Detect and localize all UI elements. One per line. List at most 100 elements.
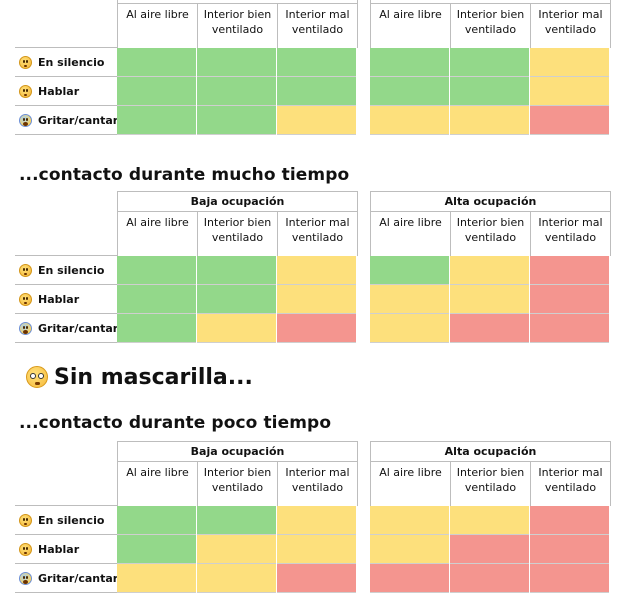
talking-face-icon	[19, 84, 32, 98]
risk-cell-yellow	[370, 506, 449, 535]
risk-cell-yellow	[530, 48, 609, 77]
table-row: Gritar/cantar	[15, 106, 615, 135]
row-label: Hablar	[15, 285, 117, 314]
risk-cell-red	[450, 564, 529, 593]
risk-cell-red	[530, 535, 609, 564]
risk-cell-yellow	[450, 506, 529, 535]
risk-cell-yellow	[370, 535, 449, 564]
row-label: En silencio	[15, 256, 117, 285]
risk-cell-yellow	[277, 506, 356, 535]
risk-cell-green	[117, 506, 196, 535]
risk-cell-red	[530, 506, 609, 535]
risk-table-section-1: Baja ocupación Al aire libre Interior bien…	[0, 0, 630, 135]
screaming-face-icon	[19, 113, 32, 127]
section-heading-long-contact: ...contacto durante mucho tiempo	[19, 165, 350, 185]
row-label-text: Gritar/cantar	[38, 571, 119, 585]
risk-cell-yellow	[370, 285, 449, 314]
risk-cell-yellow	[197, 535, 276, 564]
risk-cell-green	[277, 48, 356, 77]
risk-cell-yellow	[450, 106, 529, 135]
column-group-title: Baja ocupación	[118, 192, 357, 212]
risk-cell-green	[370, 77, 449, 106]
row-label: Hablar	[15, 77, 117, 106]
risk-cell-yellow	[197, 314, 276, 343]
risk-table-section-2: Baja ocupación Al aire libre Interior bien…	[0, 191, 630, 343]
risk-cell-green	[117, 535, 196, 564]
risk-cell-yellow	[370, 314, 449, 343]
column-group-title: Alta ocupación	[371, 192, 610, 212]
risk-cell-green	[450, 48, 529, 77]
column-group-title: Alta ocupación	[371, 0, 610, 4]
table-row: En silencio	[15, 256, 615, 285]
risk-cell-red	[450, 535, 529, 564]
big-heading: Sin mascarilla...	[26, 362, 253, 392]
risk-cell-red	[530, 314, 609, 343]
column-header: Interior bien ventilado	[450, 212, 530, 257]
column-header: Al aire libre	[379, 466, 442, 479]
risk-cell-yellow	[530, 77, 609, 106]
risk-cell-green	[117, 285, 196, 314]
risk-cell-green	[197, 106, 276, 135]
risk-table-section-3: Baja ocupación Al aire libre Interior bien…	[0, 441, 630, 593]
risk-cell-green	[197, 256, 276, 285]
column-header: Interior mal ventilado	[530, 212, 610, 257]
risk-cell-red	[370, 564, 449, 593]
risk-cell-green	[117, 256, 196, 285]
risk-cell-green	[117, 77, 196, 106]
risk-cell-yellow	[117, 564, 196, 593]
column-header: Interior mal ventilado	[277, 4, 357, 49]
risk-cell-green	[450, 77, 529, 106]
table-row: Hablar	[15, 77, 615, 106]
row-label: Hablar	[15, 535, 117, 564]
risk-cell-red	[530, 106, 609, 135]
neutral-face-icon	[19, 263, 32, 277]
risk-cell-red	[530, 285, 609, 314]
row-label: Gritar/cantar	[15, 564, 119, 593]
column-header: Interior bien ventilado	[197, 4, 277, 49]
row-label-text: Hablar	[38, 84, 80, 98]
column-header: Interior mal ventilado	[277, 462, 357, 507]
risk-cell-red	[450, 314, 529, 343]
column-header: Interior mal ventilado	[277, 212, 357, 257]
risk-cell-green	[277, 77, 356, 106]
risk-cell-yellow	[277, 285, 356, 314]
big-heading-text: Sin mascarilla...	[54, 364, 253, 390]
screaming-face-icon	[19, 571, 32, 585]
column-header: Al aire libre	[126, 466, 189, 479]
neutral-face-icon	[19, 513, 32, 527]
column-header: Interior mal ventilado	[530, 462, 610, 507]
risk-cell-green	[197, 285, 276, 314]
column-header: Al aire libre	[126, 216, 189, 229]
column-header: Interior bien ventilado	[450, 462, 530, 507]
risk-cell-red	[530, 256, 609, 285]
risk-cell-green	[197, 77, 276, 106]
risk-cell-green	[197, 506, 276, 535]
column-header: Interior bien ventilado	[197, 462, 277, 507]
row-label-text: Hablar	[38, 542, 80, 556]
risk-cell-yellow	[277, 106, 356, 135]
risk-cell-red	[277, 564, 356, 593]
row-label-text: Hablar	[38, 292, 80, 306]
row-label-text: En silencio	[38, 513, 105, 527]
column-header: Interior bien ventilado	[450, 4, 530, 49]
table-row: Gritar/cantar	[15, 314, 615, 343]
risk-cell-green	[370, 48, 449, 77]
risk-cell-green	[117, 314, 196, 343]
row-label-text: En silencio	[38, 55, 105, 69]
risk-cell-green	[117, 48, 196, 77]
column-group-title: Alta ocupación	[371, 442, 610, 462]
risk-cell-yellow	[277, 256, 356, 285]
risk-cell-yellow	[197, 564, 276, 593]
column-header: Al aire libre	[379, 8, 442, 21]
column-group: Baja ocupación Al aire libre Interior bien…	[117, 0, 358, 49]
neutral-face-icon	[19, 55, 32, 69]
risk-cell-red	[530, 564, 609, 593]
row-label-text: Gritar/cantar	[38, 321, 119, 335]
risk-cell-yellow	[450, 285, 529, 314]
table-row: En silencio	[15, 48, 615, 77]
talking-face-icon	[19, 292, 32, 306]
column-header: Interior bien ventilado	[197, 212, 277, 257]
row-label-text: Gritar/cantar	[38, 113, 119, 127]
row-label: Gritar/cantar	[15, 314, 119, 343]
